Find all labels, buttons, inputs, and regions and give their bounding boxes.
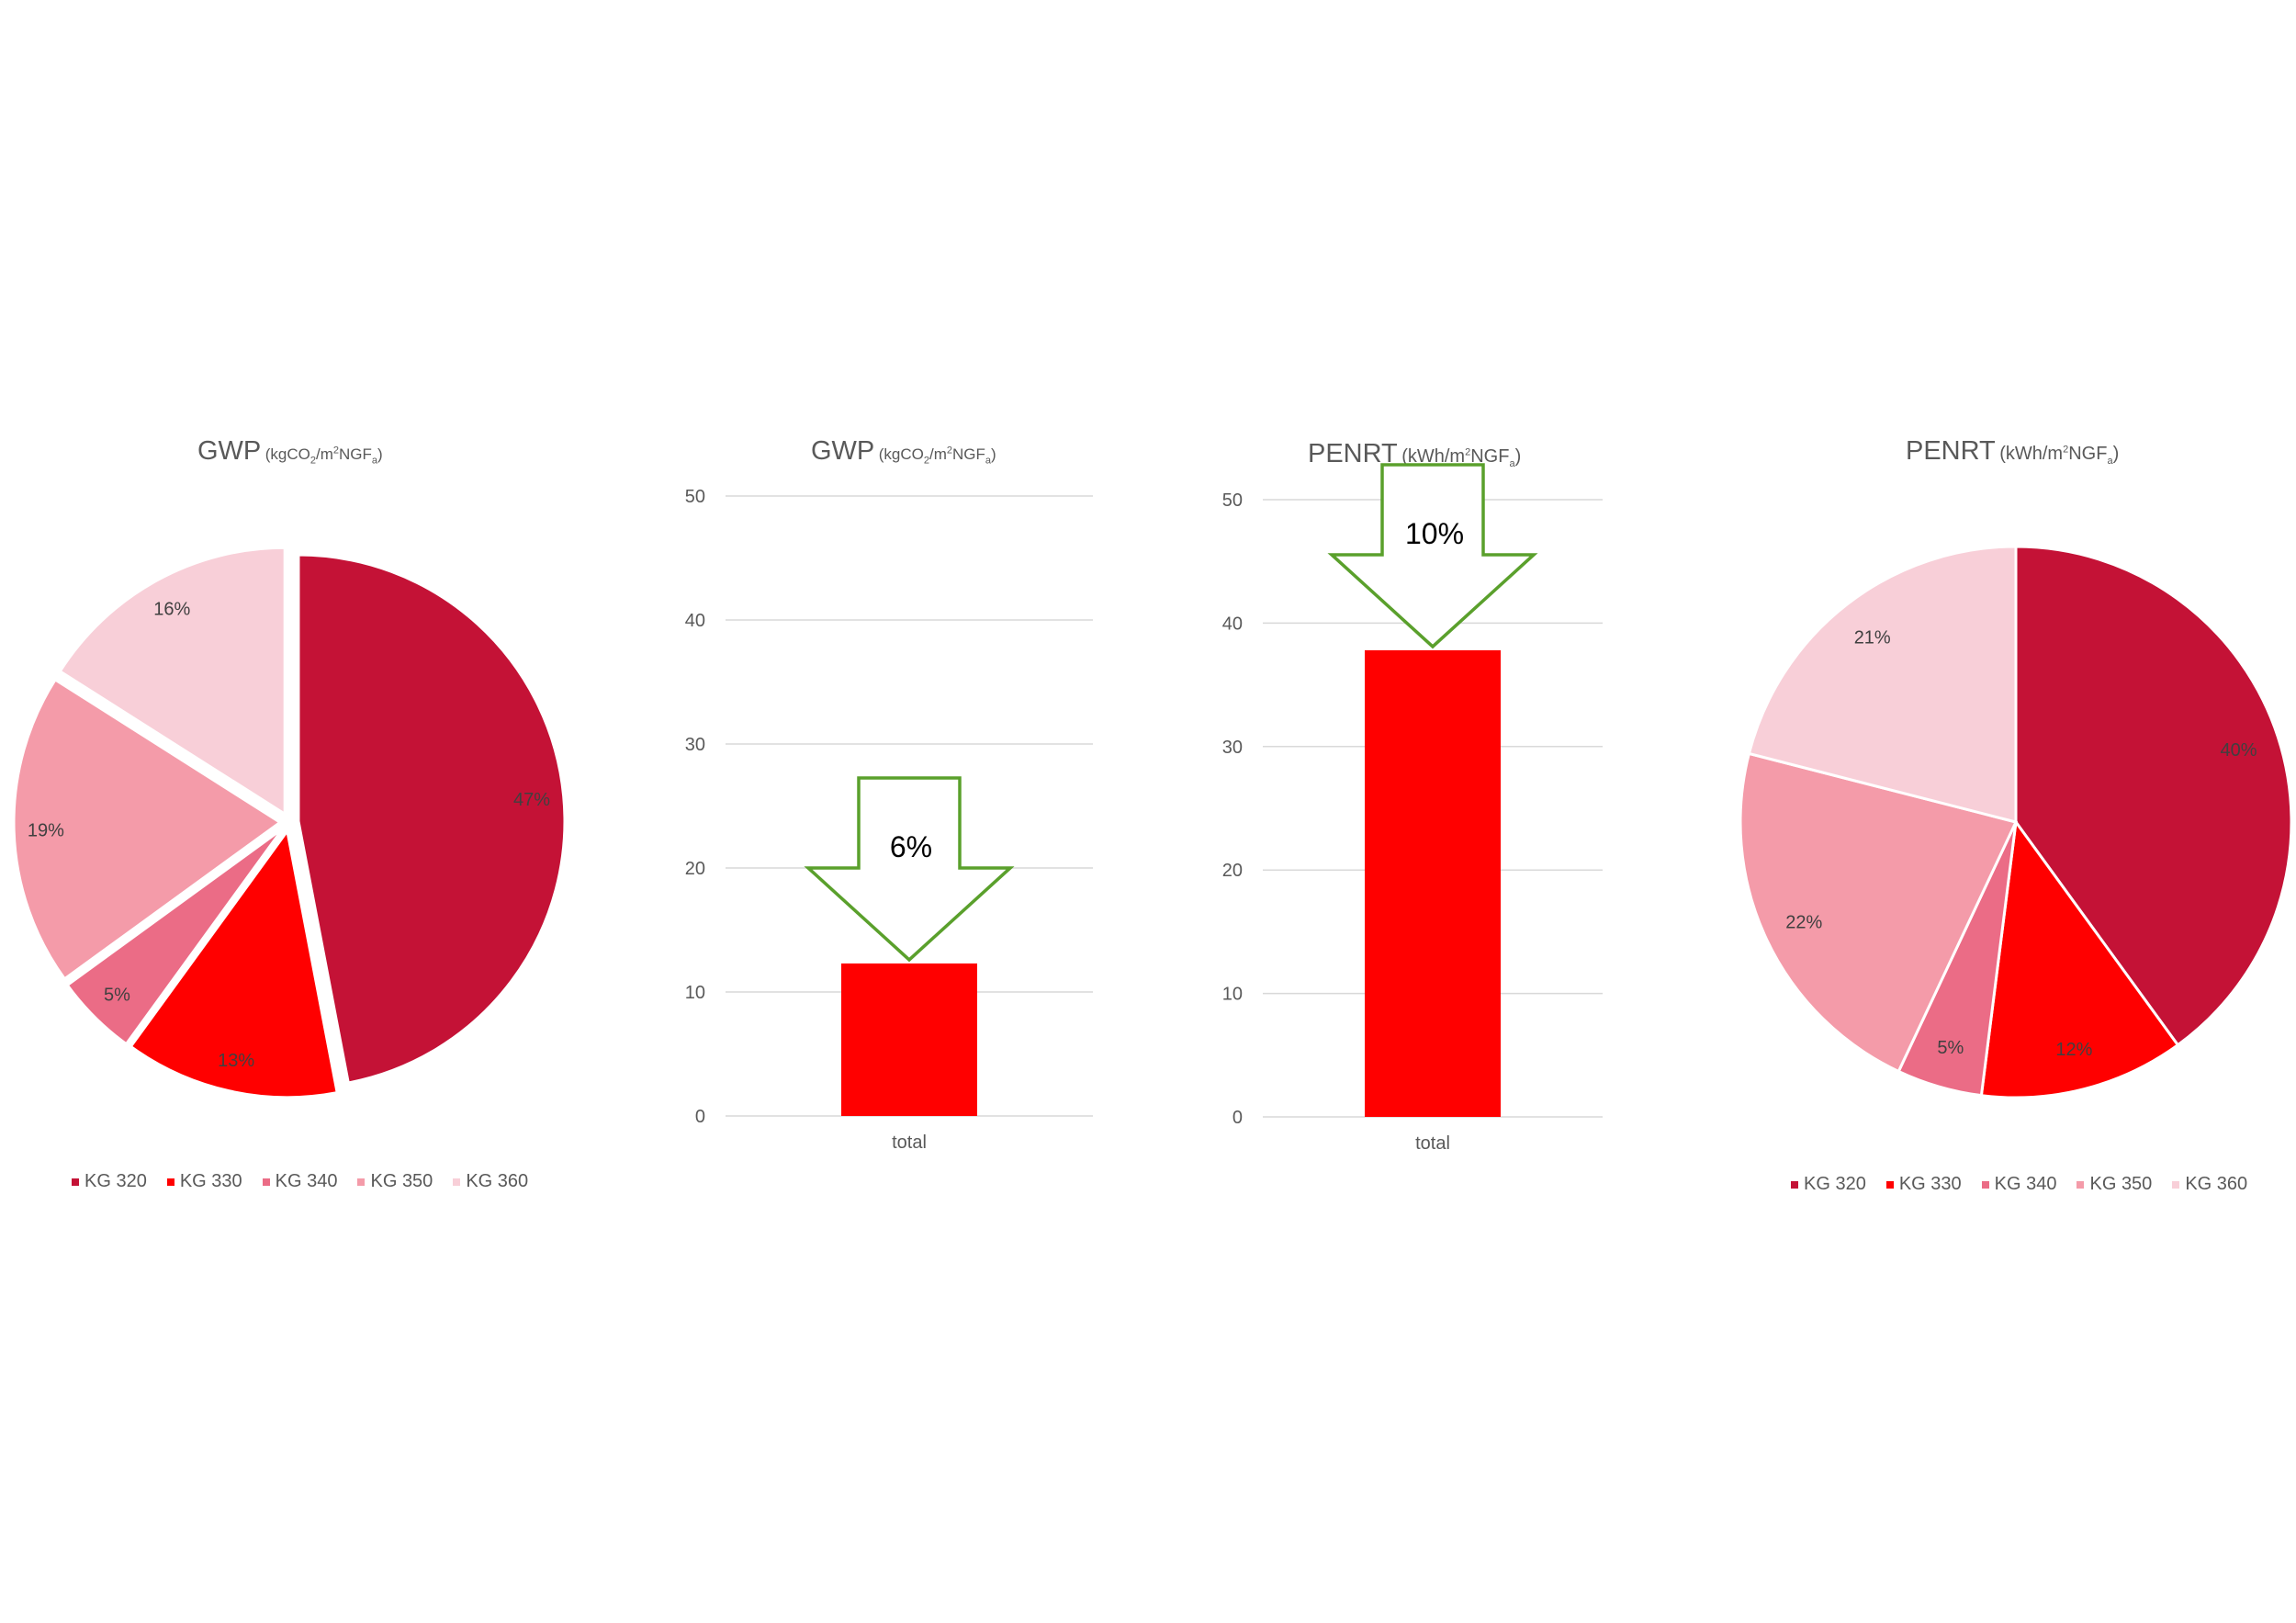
title-unit: (kgCO2/m2NGFa) xyxy=(878,445,996,467)
bar-total xyxy=(1365,649,1501,1117)
y-tick-label: 20 xyxy=(685,859,705,879)
title-main: GWP xyxy=(811,436,875,466)
chart-title: GWP (kgCO2/m2NGFa) xyxy=(197,436,383,467)
slice-data-label: 47% xyxy=(513,790,550,810)
penrt-bar-panel: PENRT (kWh/m2NGFa) 0 10 20 30 40 50 total 10% xyxy=(1171,413,1649,1222)
legend-label: KG 340 xyxy=(1994,1174,2057,1194)
title-unit: (kgCO2/m2NGFa) xyxy=(264,445,383,467)
legend-label: KG 340 xyxy=(275,1171,338,1191)
legend-swatch xyxy=(357,1178,366,1186)
y-tick-label: 40 xyxy=(1222,614,1243,634)
gwp-bar-svg: 0 10 20 30 40 50 total 6% xyxy=(685,487,1093,1153)
legend-swatch xyxy=(1885,1180,1894,1189)
pie-slice-kg-350 xyxy=(1739,751,2019,1074)
penrt-pie-svg: 40% 12% 5% 22% 21% xyxy=(1739,545,2293,1099)
y-tick-label: 0 xyxy=(1232,1108,1243,1128)
reduction-label: 6% xyxy=(890,830,932,863)
slice-data-label: 5% xyxy=(1937,1038,1964,1058)
legend-label: KG 320 xyxy=(1804,1174,1866,1194)
pie-slice-kg-320 xyxy=(2014,545,2293,1047)
legend-swatch xyxy=(1981,1180,1989,1189)
gwp-bar-panel: GWP (kgCO2/m2NGFa) 0 10 20 30 40 50 total 6% xyxy=(661,413,1139,1222)
slice-data-label: 16% xyxy=(153,600,190,620)
pie-slice-kg-360 xyxy=(58,546,287,817)
y-tick-label: 50 xyxy=(685,487,705,507)
gwp-pie-panel: GWP (kgCO2/m2NGFa) 47% 13% 5% 19% 16% KG 320… xyxy=(0,413,569,1222)
x-tick-label: total xyxy=(1415,1133,1450,1154)
pie-slice-kg-360 xyxy=(1747,545,2018,824)
legend-item: KG 360 xyxy=(453,1171,528,1192)
penrt-pie-panel: PENRT (kWh/m2NGFa) 40% 12% 5% 22% 21% KG 320… xyxy=(1727,413,2296,1222)
title-unit: (kWh/m2NGFa) xyxy=(1999,444,2120,467)
y-tick-label: 50 xyxy=(1222,490,1243,511)
legend-label: KG 320 xyxy=(84,1171,147,1191)
legend-label: KG 350 xyxy=(2089,1174,2153,1194)
legend-item: KG 330 xyxy=(166,1171,242,1192)
legend-swatch xyxy=(166,1178,174,1186)
legend-item: KG 340 xyxy=(1981,1174,2057,1195)
legend-label: KG 330 xyxy=(1898,1174,1962,1194)
legend-item: KG 320 xyxy=(1791,1174,1866,1195)
legend-item: KG 330 xyxy=(1885,1174,1962,1195)
pie-slice-kg-350 xyxy=(12,677,283,981)
legend-label: KG 330 xyxy=(179,1171,242,1191)
chart-title: GWP (kgCO2/m2NGFa) xyxy=(811,436,996,467)
legend-label: KG 360 xyxy=(466,1171,529,1191)
y-tick-label: 40 xyxy=(685,611,705,631)
legend-swatch xyxy=(262,1178,270,1186)
y-tick-label: 30 xyxy=(685,735,705,755)
x-tick-label: total xyxy=(892,1133,927,1153)
reduction-label: 10% xyxy=(1405,517,1464,550)
title-unit: (kWh/m2NGFa) xyxy=(1401,446,1522,469)
y-tick-label: 30 xyxy=(1222,738,1243,758)
slice-data-label: 40% xyxy=(2221,740,2257,761)
pie-slice-kg-330 xyxy=(129,828,339,1099)
title-main: GWP xyxy=(197,436,262,466)
y-tick-label: 10 xyxy=(685,983,705,1003)
legend-swatch xyxy=(453,1178,461,1186)
pie-slice-kg-330 xyxy=(1979,818,2180,1099)
legend-item: KG 340 xyxy=(262,1171,338,1192)
slice-data-label: 12% xyxy=(2055,1040,2092,1060)
legend-swatch xyxy=(2172,1180,2180,1189)
legend-item: KG 350 xyxy=(2077,1174,2152,1195)
pie-slice-kg-340 xyxy=(65,827,285,1046)
legend-item: KG 360 xyxy=(2172,1174,2247,1195)
gwp-pie-svg: 47% 13% 5% 19% 16% xyxy=(12,546,567,1099)
slice-data-label: 13% xyxy=(218,1051,254,1071)
legend: KG 320 KG 330 KG 340 KG 350 KG 360 xyxy=(1791,1174,2247,1195)
legend-swatch xyxy=(1791,1180,1798,1189)
penrt-bar-svg: 0 10 20 30 40 50 total 10% xyxy=(1222,463,1603,1154)
y-tick-label: 0 xyxy=(695,1107,705,1127)
slice-data-label: 21% xyxy=(1854,628,1891,648)
chart-title: PENRT (kWh/m2NGFa) xyxy=(1906,436,2119,467)
bar-total xyxy=(841,963,977,1116)
slice-data-label: 5% xyxy=(104,986,130,1006)
legend-swatch xyxy=(2077,1180,2085,1189)
reduction-arrow xyxy=(804,776,1015,963)
legend-item: KG 350 xyxy=(357,1171,433,1192)
title-main: PENRT xyxy=(1906,436,1996,466)
legend: KG 320 KG 330 KG 340 KG 350 KG 360 xyxy=(72,1171,528,1192)
legend-label: KG 360 xyxy=(2185,1174,2248,1194)
reduction-arrow xyxy=(1327,463,1538,649)
y-tick-label: 20 xyxy=(1222,861,1243,881)
legend-label: KG 350 xyxy=(370,1171,433,1191)
y-tick-label: 10 xyxy=(1222,985,1243,1005)
slice-data-label: 19% xyxy=(28,820,64,840)
legend-item: KG 320 xyxy=(72,1171,147,1192)
chart-title: PENRT (kWh/m2NGFa) xyxy=(1308,439,1521,469)
slice-data-label: 22% xyxy=(1785,913,1822,933)
pie-slice-kg-320 xyxy=(297,553,567,1085)
legend-swatch xyxy=(72,1178,79,1186)
